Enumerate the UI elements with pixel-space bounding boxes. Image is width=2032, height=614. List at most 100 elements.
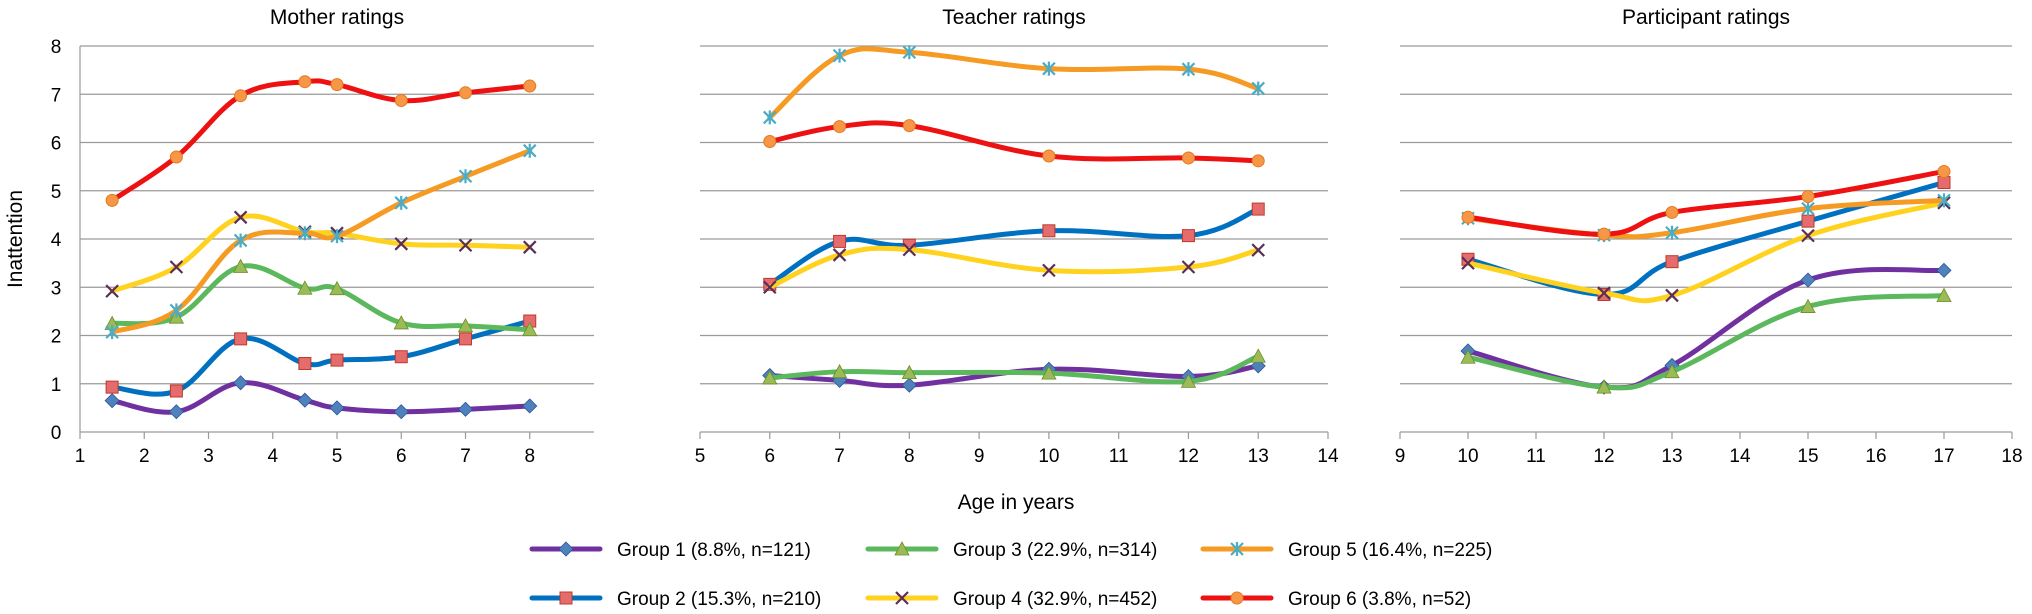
data-point-triangle xyxy=(297,280,313,295)
data-point-star xyxy=(522,143,537,158)
series-5 xyxy=(763,45,1265,125)
data-point-star xyxy=(394,195,409,210)
legend-item: Group 6 (3.8%, n=52) xyxy=(1200,589,1471,610)
data-point-triangle xyxy=(894,541,910,556)
data-point-x xyxy=(1665,288,1679,303)
x-tick-label: 8 xyxy=(524,446,535,467)
data-point-star xyxy=(1801,201,1815,216)
data-point-star xyxy=(1181,62,1196,77)
data-point-triangle xyxy=(232,258,249,273)
data-point-diamond xyxy=(329,400,345,416)
legend-item: Group 1 (8.8%, n=121) xyxy=(529,540,811,561)
data-point-circle xyxy=(105,193,119,207)
data-point-star xyxy=(169,303,184,318)
x-tick-label: 5 xyxy=(332,446,343,467)
series-2 xyxy=(105,314,537,398)
data-point-diamond xyxy=(104,393,120,409)
data-point-circle xyxy=(298,75,312,89)
data-point-circle xyxy=(394,94,408,108)
x-tick-label: 7 xyxy=(834,446,845,467)
y-tick-label: 0 xyxy=(51,423,62,444)
data-point-square xyxy=(330,353,344,367)
data-point-triangle xyxy=(522,321,538,337)
series-4 xyxy=(763,242,1265,295)
x-tick-label: 15 xyxy=(1797,446,1818,467)
legend-item: Group 4 (32.9%, n=452) xyxy=(865,589,1157,610)
data-point-triangle xyxy=(329,280,345,296)
legend-item: Group 2 (15.3%, n=210) xyxy=(529,589,821,610)
x-tick-label: 2 xyxy=(139,446,150,467)
legend-label: Group 6 (3.8%, n=52) xyxy=(1288,589,1471,610)
data-point-star xyxy=(1937,193,1951,208)
data-point-square xyxy=(559,591,573,605)
series-4 xyxy=(105,210,537,298)
series-6 xyxy=(105,75,537,207)
series-line xyxy=(767,245,1261,290)
data-point-x xyxy=(1042,263,1056,278)
data-point-x xyxy=(763,280,777,295)
data-point-triangle xyxy=(1664,363,1680,379)
data-point-circle xyxy=(763,135,777,149)
data-point-diamond xyxy=(558,541,574,557)
x-tick-label: 13 xyxy=(1661,446,1682,467)
data-point-triangle xyxy=(1936,287,1952,302)
y-tick-label: 4 xyxy=(51,230,62,251)
data-point-triangle xyxy=(1250,348,1266,363)
data-point-star xyxy=(1665,225,1679,240)
x-tick-label: 5 xyxy=(695,446,706,467)
data-point-circle xyxy=(833,120,847,134)
series-6 xyxy=(763,119,1265,168)
x-tick-label: 6 xyxy=(396,446,407,467)
data-point-triangle xyxy=(831,363,848,379)
series-5 xyxy=(105,143,537,340)
series-line xyxy=(109,213,533,294)
data-point-diamond xyxy=(297,392,313,408)
data-point-square xyxy=(459,332,472,346)
data-point-circle xyxy=(1042,149,1056,163)
data-point-x xyxy=(169,260,184,274)
series-line xyxy=(109,263,533,333)
series-3 xyxy=(1460,287,1952,394)
y-tick-label: 2 xyxy=(51,327,62,348)
data-point-triangle xyxy=(901,364,918,380)
y-tick-label: 3 xyxy=(51,278,62,299)
series-3 xyxy=(104,258,538,337)
x-tick-label: 12 xyxy=(1593,446,1614,467)
data-point-star xyxy=(763,110,777,125)
data-point-x xyxy=(233,210,248,225)
data-point-circle xyxy=(169,150,183,164)
data-point-square xyxy=(298,356,312,370)
data-point-x xyxy=(902,242,917,257)
data-point-x xyxy=(832,248,847,262)
x-tick-label: 17 xyxy=(1933,446,1954,467)
data-point-star xyxy=(105,325,119,340)
x-tick-label: 11 xyxy=(1526,446,1546,467)
data-point-circle xyxy=(1251,154,1265,168)
legend-item: Group 5 (16.4%, n=225) xyxy=(1200,540,1492,561)
legend-label: Group 2 (15.3%, n=210) xyxy=(617,589,821,610)
data-point-triangle xyxy=(1041,365,1057,380)
data-point-x xyxy=(895,591,909,605)
data-point-square xyxy=(169,384,183,398)
data-point-star xyxy=(1230,542,1244,556)
data-point-star xyxy=(458,169,473,184)
data-point-circle xyxy=(459,86,472,100)
data-point-star xyxy=(330,229,344,244)
data-point-square xyxy=(833,234,847,248)
data-point-star xyxy=(298,226,312,241)
data-point-square xyxy=(234,332,248,346)
x-tick-label: 8 xyxy=(904,446,915,467)
x-tick-label: 14 xyxy=(1317,446,1339,467)
data-point-circle xyxy=(1230,591,1244,605)
x-tick-label: 9 xyxy=(1395,446,1406,467)
data-point-diamond xyxy=(1800,272,1816,288)
data-point-diamond xyxy=(393,404,409,420)
panel-2: 5 6 7 8 9 10 11 12 13 14 Teacher ratings xyxy=(695,6,1339,467)
data-point-circle xyxy=(1597,227,1611,241)
data-point-x xyxy=(1597,286,1611,300)
panel-title: Mother ratings xyxy=(270,6,404,29)
x-tick-label: 16 xyxy=(1865,446,1886,467)
data-point-triangle xyxy=(1460,349,1476,364)
panel-title: Teacher ratings xyxy=(942,6,1086,29)
legend-label: Group 5 (16.4%, n=225) xyxy=(1288,540,1492,561)
